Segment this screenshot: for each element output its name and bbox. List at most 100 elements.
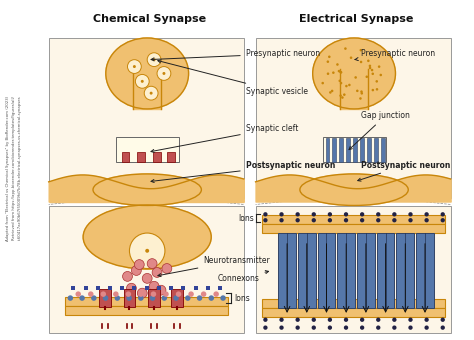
Circle shape [327, 61, 329, 63]
Circle shape [340, 71, 342, 74]
Bar [83, 286, 88, 290]
Circle shape [344, 325, 348, 330]
Circle shape [113, 291, 118, 297]
Circle shape [152, 268, 162, 277]
Circle shape [339, 71, 342, 73]
Bar [137, 152, 145, 162]
Circle shape [345, 85, 347, 87]
Circle shape [173, 295, 179, 301]
Circle shape [440, 212, 445, 217]
Circle shape [328, 318, 332, 322]
Circle shape [375, 80, 378, 83]
Circle shape [311, 218, 316, 222]
Bar [133, 286, 137, 290]
Bar [65, 306, 228, 315]
Bar [65, 297, 228, 306]
Circle shape [440, 325, 445, 330]
Circle shape [350, 56, 352, 59]
Circle shape [129, 233, 165, 269]
Circle shape [360, 325, 365, 330]
Circle shape [136, 74, 149, 88]
Circle shape [263, 218, 268, 222]
Circle shape [147, 53, 161, 67]
Circle shape [142, 273, 152, 283]
Bar [263, 308, 445, 317]
Circle shape [157, 67, 171, 80]
Circle shape [138, 295, 144, 301]
Circle shape [295, 218, 300, 222]
Circle shape [328, 212, 332, 217]
Circle shape [151, 291, 156, 297]
Circle shape [344, 47, 346, 50]
Bar [96, 286, 100, 290]
Ellipse shape [83, 205, 211, 269]
Bar [116, 136, 179, 162]
Circle shape [145, 249, 149, 253]
Circle shape [126, 291, 131, 297]
Bar [322, 136, 385, 162]
Circle shape [360, 90, 363, 93]
Circle shape [343, 94, 346, 96]
Circle shape [311, 318, 316, 322]
Circle shape [279, 325, 284, 330]
Circle shape [149, 281, 159, 291]
Circle shape [263, 318, 268, 322]
Bar [381, 138, 384, 162]
Circle shape [344, 218, 348, 222]
Circle shape [331, 90, 333, 92]
Circle shape [376, 218, 381, 222]
Circle shape [369, 67, 371, 69]
Text: Postsynaptic neuron: Postsynaptic neuron [358, 160, 450, 181]
Bar [263, 224, 445, 233]
Circle shape [327, 72, 329, 75]
Text: Synaptic cleft: Synaptic cleft [151, 124, 298, 152]
Bar [108, 286, 112, 290]
Bar [133, 69, 161, 109]
Circle shape [355, 76, 357, 79]
Circle shape [123, 271, 132, 281]
Bar [346, 138, 350, 162]
Circle shape [372, 89, 374, 91]
Circle shape [376, 318, 381, 322]
Circle shape [147, 259, 157, 269]
Circle shape [440, 318, 445, 322]
Bar [182, 286, 185, 290]
Bar [278, 233, 296, 308]
Text: Retrieved from https://app.biorender.com/biorender-templates/figures/all/: Retrieved from https://app.biorender.com… [12, 96, 16, 240]
Circle shape [185, 295, 191, 301]
Circle shape [279, 212, 284, 217]
Circle shape [150, 295, 155, 301]
Bar [148, 289, 160, 307]
Circle shape [356, 89, 358, 92]
Bar [353, 138, 357, 162]
Bar [167, 152, 175, 162]
Bar [357, 233, 375, 308]
Circle shape [340, 82, 342, 84]
Ellipse shape [300, 174, 408, 205]
Circle shape [360, 49, 362, 51]
Ellipse shape [313, 38, 395, 109]
Circle shape [156, 285, 166, 295]
Bar [377, 233, 394, 308]
Bar [124, 289, 136, 307]
Circle shape [75, 291, 81, 297]
Circle shape [103, 295, 109, 301]
Circle shape [141, 80, 144, 83]
Bar [171, 289, 182, 307]
Circle shape [100, 291, 106, 297]
Circle shape [127, 295, 132, 301]
Circle shape [359, 97, 362, 100]
Bar [99, 289, 111, 307]
Circle shape [68, 295, 73, 301]
Circle shape [360, 218, 365, 222]
Text: Connexons: Connexons [218, 271, 269, 283]
Bar [326, 138, 329, 162]
Bar [340, 69, 368, 109]
Circle shape [424, 325, 429, 330]
Text: Ions: Ions [234, 293, 250, 303]
Circle shape [213, 291, 219, 297]
Circle shape [150, 92, 153, 95]
Circle shape [392, 218, 397, 222]
Bar [367, 138, 371, 162]
Circle shape [380, 74, 382, 76]
